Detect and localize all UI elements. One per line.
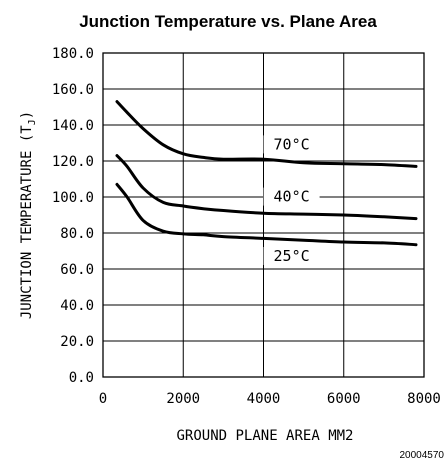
y-axis-label-close: ): [19, 111, 35, 119]
y-tick-label: 80.0: [60, 226, 94, 242]
series-label-70c: 70°C: [274, 135, 310, 153]
y-tick-label: 20.0: [60, 334, 94, 350]
chart-title: Junction Temperature vs. Plane Area: [79, 12, 377, 31]
series-line-25c: [115, 182, 418, 247]
x-tick-labels: 0 2000 4000 6000 8000: [99, 391, 441, 407]
series-label-25c: 25°C: [274, 247, 310, 265]
y-tick-label: 120.0: [52, 154, 94, 170]
y-tick-labels: 0.0 20.0 40.0 60.0 80.0 100.0 120.0 140.0 160.0 1…: [52, 46, 94, 386]
x-tick-label: 0: [99, 391, 107, 407]
y-tick-label: 140.0: [52, 118, 94, 134]
series-label-40c: 40°C: [274, 188, 310, 206]
x-tick-label: 8000: [407, 391, 441, 407]
y-axis-label-main: JUNCTION TEMPERATURE (T: [19, 125, 35, 319]
series-lines: [115, 100, 418, 247]
x-tick-label: 6000: [327, 391, 361, 407]
series-label-background: [263, 247, 320, 265]
series-labels: 70°C 40°C 25°C: [263, 135, 320, 265]
x-axis-label: GROUND PLANE AREA MM2: [176, 428, 353, 444]
y-tick-label: 0.0: [69, 370, 94, 386]
x-tick-label: 4000: [247, 391, 281, 407]
y-tick-label: 180.0: [52, 46, 94, 62]
x-tick-label: 2000: [166, 391, 200, 407]
series-label-background: [263, 135, 320, 154]
y-tick-label: 40.0: [60, 298, 94, 314]
y-tick-label: 100.0: [52, 190, 94, 206]
y-tick-label: 60.0: [60, 262, 94, 278]
figure-id: 20004570: [400, 450, 445, 461]
y-axis-label-subscript: J: [27, 119, 38, 125]
series-line-40c: [115, 154, 418, 221]
y-tick-label: 160.0: [52, 82, 94, 98]
series-label-background: [263, 187, 320, 206]
series-line-70c: [115, 100, 418, 168]
plot-frame: [102, 52, 425, 378]
y-axis-label: JUNCTION TEMPERATURE (TJ): [19, 111, 38, 319]
